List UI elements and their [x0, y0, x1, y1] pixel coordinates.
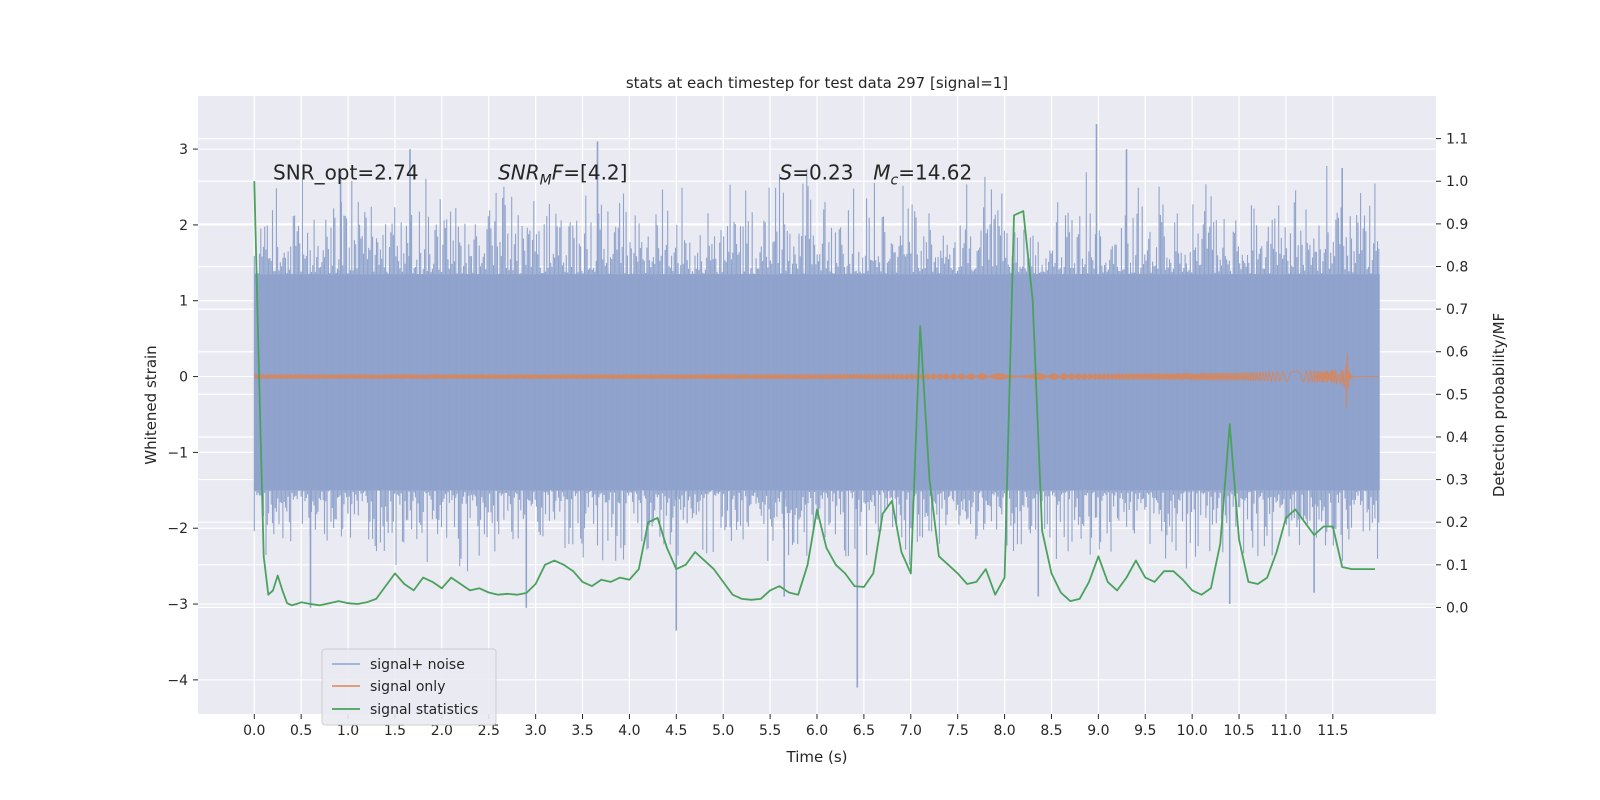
x-axis-title: Time (s)	[786, 748, 848, 766]
signal-statistics-line	[253, 181, 1375, 607]
y-right-tick-label: 0.1	[1446, 558, 1468, 574]
x-tick-label: 10.5	[1223, 723, 1254, 739]
noise-peaks	[309, 124, 1343, 688]
legend-label-noise: signal+ noise	[370, 657, 465, 673]
x-tick-label: 4.5	[665, 723, 687, 739]
x-tick-label: 3.0	[525, 723, 547, 739]
legend-label-stats: signal statistics	[370, 702, 478, 718]
x-tick-label: 7.5	[947, 723, 969, 739]
y-right-tick-label: 0.5	[1446, 387, 1468, 403]
y-right-tick-label: 1.0	[1446, 174, 1468, 190]
x-tick-label: 9.5	[1134, 723, 1156, 739]
legend: signal+ noise signal only signal statist…	[321, 648, 497, 726]
y-left-tick-label: −3	[167, 597, 188, 613]
annotation-text: Mc=14.62	[873, 160, 972, 188]
y-right-tick-label: 0.4	[1446, 430, 1468, 446]
y-right-axis-ticks: 0.0 0.1 0.2 0.3 0.4 0.5 0.6 0.7 0.8 0.9 1.0 1.1	[1436, 132, 1468, 616]
y-left-tick-label: 3	[179, 142, 188, 158]
signal-statistics-series	[253, 181, 1375, 607]
y-right-tick-label: 0.8	[1446, 259, 1468, 275]
x-tick-label: 2.5	[478, 723, 500, 739]
x-tick-label: 4.0	[618, 723, 640, 739]
y-right-tick-label: 0.9	[1446, 217, 1468, 233]
x-tick-label: 6.0	[806, 723, 828, 739]
x-tick-label: 6.5	[853, 723, 875, 739]
x-tick-label: 9.0	[1087, 723, 1109, 739]
x-tick-label: 5.0	[712, 723, 734, 739]
x-tick-label: 7.0	[900, 723, 922, 739]
y-left-axis-ticks: −4 −3 −2 −1 0 1 2 3	[167, 142, 198, 689]
x-tick-label: 1.0	[337, 723, 359, 739]
y-left-tick-label: −4	[167, 673, 188, 689]
y-left-tick-label: 0	[179, 370, 188, 386]
y-left-tick-label: 1	[179, 294, 188, 310]
legend-box	[321, 648, 497, 726]
y-right-tick-label: 0.2	[1446, 515, 1468, 531]
x-tick-label: 2.0	[431, 723, 453, 739]
x-axis-ticks: 0.0 0.5 1.0 1.5 2.0 2.5 3.0 3.5 4.0 4.5 5.0 5.5 6.0 6…	[243, 714, 1348, 739]
signal-only-series	[253, 353, 1380, 408]
y-left-tick-label: −1	[167, 445, 188, 461]
y-right-tick-label: 0.3	[1446, 473, 1468, 489]
y-left-axis-title: Whitened strain	[142, 345, 160, 464]
x-tick-label: 5.5	[759, 723, 781, 739]
signal-plus-noise-series	[253, 124, 1380, 688]
x-tick-label: 8.5	[1040, 723, 1062, 739]
y-left-tick-label: −2	[167, 521, 188, 537]
x-tick-label: 10.0	[1177, 723, 1208, 739]
x-tick-label: 0.5	[290, 723, 312, 739]
chart-title: stats at each timestep for test data 297…	[626, 74, 1008, 92]
x-tick-label: 11.5	[1317, 723, 1348, 739]
annotation-text: SNR_opt=2.74	[273, 160, 419, 184]
x-tick-label: 11.0	[1270, 723, 1301, 739]
y-right-tick-label: 0.6	[1446, 345, 1468, 361]
x-tick-label: 0.0	[243, 723, 265, 739]
legend-label-signal: signal only	[370, 679, 445, 695]
y-right-tick-label: 1.1	[1446, 132, 1468, 148]
annotations: SNR_opt=2.74 SNRMF=[4.2] S=0.23 Mc=14.62	[273, 160, 972, 188]
annotation-text: SNRMF=[4.2]	[498, 160, 627, 188]
y-right-axis-title: Detection probability/MF	[1490, 313, 1508, 497]
signal-only-line	[253, 353, 1380, 408]
y-right-tick-label: 0.7	[1446, 302, 1468, 318]
y-right-tick-label: 0.0	[1446, 600, 1468, 616]
x-tick-label: 1.5	[384, 723, 406, 739]
annotation-text: S=0.23	[779, 160, 853, 184]
x-tick-label: 8.0	[993, 723, 1015, 739]
y-left-tick-label: 2	[179, 218, 188, 234]
x-tick-label: 3.5	[571, 723, 593, 739]
